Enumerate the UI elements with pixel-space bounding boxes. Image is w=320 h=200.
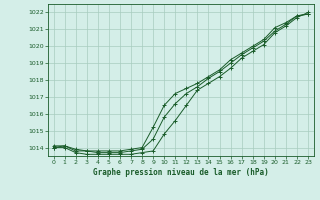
X-axis label: Graphe pression niveau de la mer (hPa): Graphe pression niveau de la mer (hPa) bbox=[93, 168, 269, 177]
